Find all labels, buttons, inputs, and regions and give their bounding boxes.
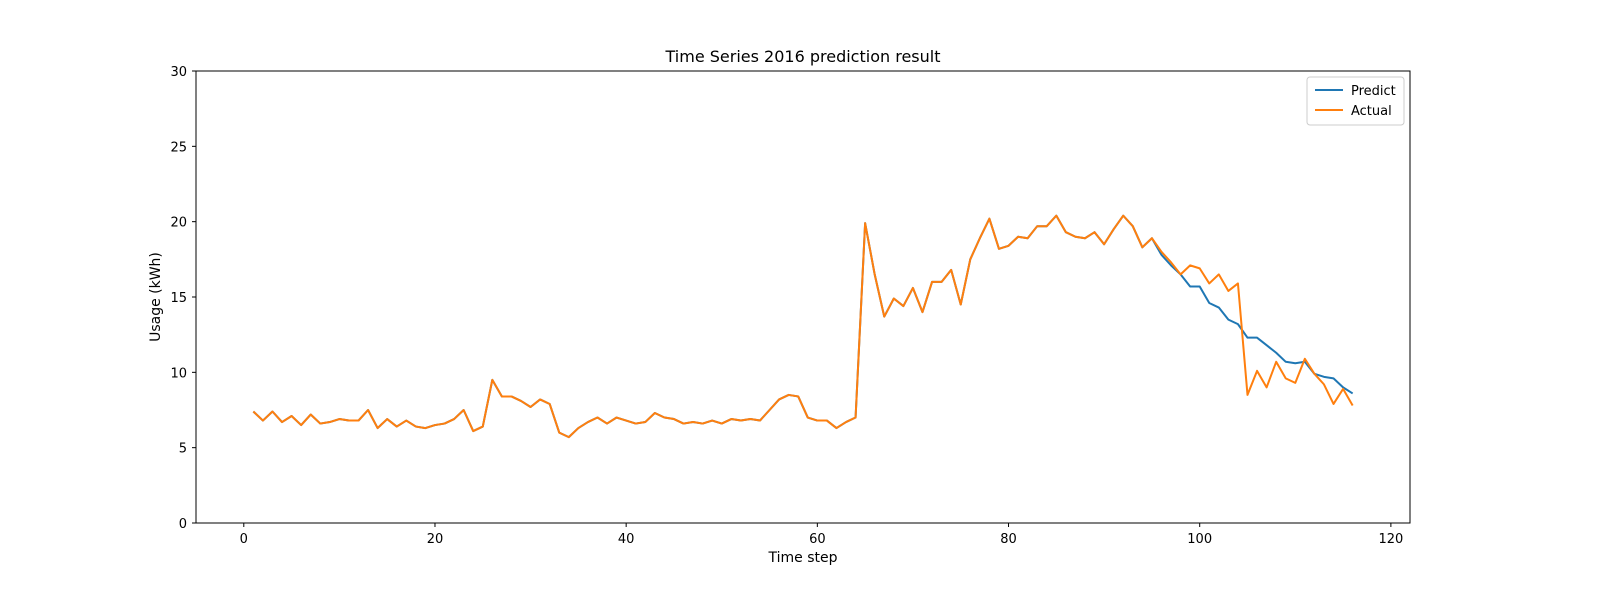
y-tick-label: 10: [170, 366, 187, 381]
plot-series: [252, 214, 1354, 439]
series-line-predict: [252, 214, 1354, 439]
chart-title: Time Series 2016 prediction result: [665, 47, 941, 66]
plot-frame: [195, 70, 1411, 524]
x-tick-label: 20: [427, 532, 444, 547]
y-axis: 0 5 10 15 20 25 30: [170, 65, 196, 532]
y-tick-label: 20: [170, 216, 187, 231]
legend-label-predict: Predict: [1351, 84, 1396, 99]
y-tick-label: 5: [179, 442, 187, 457]
y-tick-label: 30: [170, 65, 187, 80]
y-tick-label: 0: [179, 517, 187, 532]
x-axis: 0 20 40 60 80 100 120: [240, 523, 1403, 547]
x-tick-label: 100: [1187, 532, 1212, 547]
x-tick-label: 0: [240, 532, 248, 547]
legend-label-actual: Actual: [1351, 104, 1392, 119]
y-tick-label: 25: [170, 140, 187, 155]
x-tick-label: 120: [1378, 532, 1403, 547]
series-line-actual: [252, 214, 1354, 439]
x-tick-label: 60: [809, 532, 826, 547]
x-axis-label: Time step: [768, 550, 838, 566]
x-tick-label: 80: [1000, 532, 1017, 547]
legend: Predict Actual: [1306, 76, 1405, 126]
y-axis-label: Usage (kWh): [148, 252, 164, 342]
y-tick-label: 15: [170, 291, 187, 306]
x-tick-label: 40: [618, 532, 635, 547]
